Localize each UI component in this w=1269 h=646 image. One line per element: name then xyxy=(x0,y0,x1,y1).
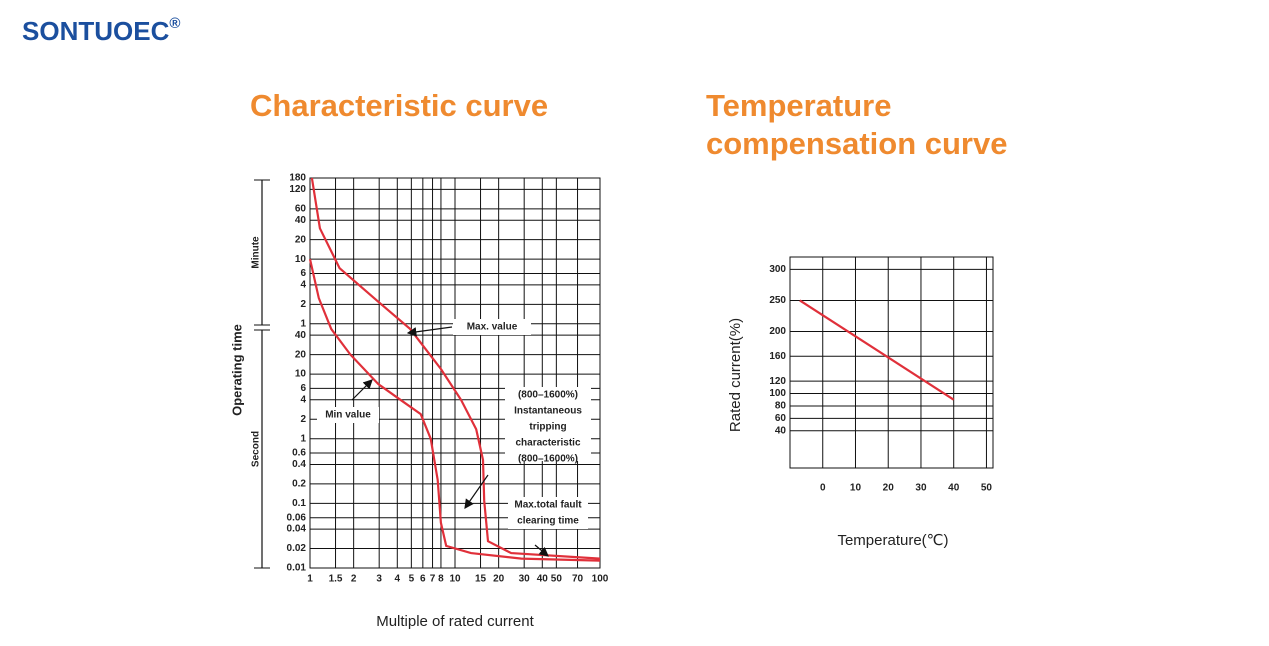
y-tick-label: 0.06 xyxy=(287,512,307,523)
x-tick-label: 30 xyxy=(519,574,531,585)
brand-mark: ® xyxy=(169,15,180,32)
x-tick-label: 1 xyxy=(307,574,313,585)
x-tick-label: 40 xyxy=(948,483,960,494)
y-tick-label: 1 xyxy=(300,318,306,329)
annotation-arrow xyxy=(534,544,549,557)
annotation-box xyxy=(508,497,588,529)
x-tick-label: 7 xyxy=(430,574,436,585)
section-label: Second xyxy=(251,431,262,467)
y-tick-label: 40 xyxy=(295,330,307,341)
y-tick-label: 0.02 xyxy=(287,543,307,554)
y-tick-label: 160 xyxy=(769,351,786,362)
y-tick-label: 0.1 xyxy=(292,498,306,509)
y-tick-label: 6 xyxy=(300,383,306,394)
y-tick-label: 20 xyxy=(295,234,307,245)
y-tick-label: 0.4 xyxy=(292,459,306,470)
y-tick-label: 120 xyxy=(769,376,786,387)
annotation-arrow xyxy=(351,379,373,401)
y-tick-label: 0.2 xyxy=(292,479,306,490)
x-tick-label: 10 xyxy=(850,483,862,494)
series-line xyxy=(310,177,601,560)
annotation: tripping xyxy=(529,422,566,433)
y-axis-label: Operating time xyxy=(229,324,244,416)
x-tick-label: 1.5 xyxy=(329,574,343,585)
x-tick-label: 70 xyxy=(572,574,584,585)
x-tick-label: 40 xyxy=(537,574,549,585)
annotation-box xyxy=(317,407,379,423)
annotation: Max. value xyxy=(467,322,518,333)
x-tick-label: 20 xyxy=(493,574,505,585)
y-tick-label: 2 xyxy=(300,414,306,425)
brand: SONTUOEC® xyxy=(22,15,180,46)
x-tick-label: 30 xyxy=(915,483,927,494)
y-tick-label: 40 xyxy=(295,215,307,226)
annotation: Instantaneous xyxy=(514,406,582,417)
x-axis-label: Multiple of rated current xyxy=(376,613,534,630)
y-tick-label: 180 xyxy=(289,173,306,184)
y-tick-label: 60 xyxy=(775,413,787,424)
x-tick-label: 50 xyxy=(551,574,563,585)
y-tick-label: 4 xyxy=(300,394,306,405)
x-tick-label: 4 xyxy=(395,574,401,585)
x-tick-label: 3 xyxy=(376,574,382,585)
y-tick-label: 60 xyxy=(295,203,307,214)
annotation: clearing time xyxy=(517,516,579,527)
x-tick-label: 0 xyxy=(820,483,826,494)
x-tick-label: 10 xyxy=(449,574,461,585)
y-tick-label: 300 xyxy=(769,264,786,275)
x-tick-label: 2 xyxy=(351,574,357,585)
annotation-box xyxy=(453,319,531,335)
annotation-box xyxy=(505,387,591,461)
y-tick-label: 10 xyxy=(295,254,307,265)
brand-name: SONTUOEC xyxy=(22,16,170,46)
y-tick-label: 2 xyxy=(300,299,306,310)
y-axis-label: Rated current(%) xyxy=(727,318,744,432)
series-line xyxy=(308,258,601,562)
x-tick-label: 50 xyxy=(981,483,993,494)
y-tick-label: 6 xyxy=(300,268,306,279)
section-label: Minute xyxy=(251,236,262,269)
y-tick-label: 4 xyxy=(300,280,306,291)
chart-title: Characteristic curve xyxy=(250,88,548,123)
y-tick-label: 0.01 xyxy=(287,563,307,574)
y-tick-label: 20 xyxy=(295,349,307,360)
annotation-arrow xyxy=(464,474,489,509)
y-tick-label: 100 xyxy=(769,388,786,399)
x-axis-label: Temperature(℃) xyxy=(837,532,948,549)
annotation: Min value xyxy=(325,410,371,421)
annotation: (800–1600%) xyxy=(518,390,578,401)
y-tick-label: 0.04 xyxy=(287,524,307,535)
y-tick-label: 0.6 xyxy=(292,448,306,459)
x-tick-label: 20 xyxy=(883,483,895,494)
chart-title: Temperature xyxy=(706,88,892,123)
y-tick-label: 250 xyxy=(769,295,786,306)
chart-title: compensation curve xyxy=(706,126,1007,161)
x-tick-label: 5 xyxy=(409,574,415,585)
y-tick-label: 120 xyxy=(289,184,306,195)
annotation-arrow xyxy=(406,326,453,337)
y-tick-label: 10 xyxy=(295,369,307,380)
annotation: characteristic xyxy=(515,438,580,449)
y-tick-label: 40 xyxy=(775,425,787,436)
y-tick-label: 1 xyxy=(300,433,306,444)
annotation: (800–1600%) xyxy=(518,454,578,465)
y-tick-label: 80 xyxy=(775,401,787,412)
y-tick-label: 200 xyxy=(769,326,786,337)
plot-frame xyxy=(789,256,994,469)
annotation: Max.total fault xyxy=(514,500,582,511)
x-tick-label: 15 xyxy=(475,574,487,585)
x-tick-label: 6 xyxy=(420,574,426,585)
x-tick-label: 100 xyxy=(592,574,609,585)
series-line xyxy=(799,299,955,401)
x-tick-label: 8 xyxy=(438,574,444,585)
